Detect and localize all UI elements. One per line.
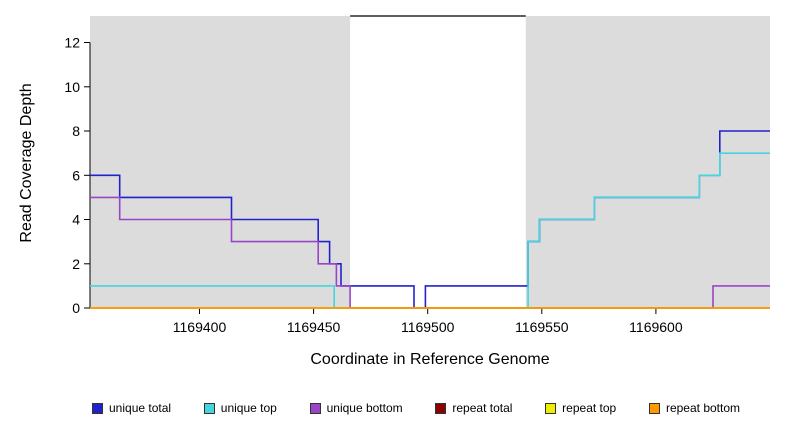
x-axis-title: Coordinate in Reference Genome — [310, 351, 550, 368]
x-tick-label: 1169550 — [515, 319, 569, 335]
x-tick-label: 1169450 — [287, 319, 341, 335]
y-tick-label: 12 — [64, 35, 80, 51]
legend-label: unique total — [109, 401, 172, 415]
y-axis-title: Read Coverage Depth — [18, 83, 35, 243]
legend-swatch — [203, 402, 215, 414]
coverage-chart: 1169400 1169450 1169500 1169550 1169600 0 2 4 6 8… — [64, 15, 770, 335]
legend-item: unique top — [203, 401, 277, 415]
legend-label: unique bottom — [326, 401, 403, 415]
legend-swatch — [545, 402, 557, 414]
y-tick-label: 4 — [72, 212, 80, 228]
shaded-region — [90, 16, 351, 308]
legend-label: repeat top — [562, 401, 617, 415]
x-tick-label: 1169400 — [173, 319, 227, 335]
y-tick-label: 10 — [64, 79, 80, 95]
legend-item: repeat total — [435, 401, 512, 415]
y-tick-label: 0 — [72, 300, 80, 316]
shaded-region — [525, 16, 770, 308]
legend-swatch — [92, 402, 103, 414]
legend-swatch — [648, 402, 660, 414]
legend-swatch — [309, 402, 321, 414]
legend-label: unique top — [220, 401, 277, 415]
x-tick-label: 1169500 — [401, 319, 455, 335]
chart-legend: unique total unique top unique bottom repea… — [92, 401, 740, 415]
legend-label: repeat bottom — [665, 401, 740, 415]
legend-item: repeat bottom — [648, 401, 740, 415]
y-tick-label: 2 — [72, 256, 80, 272]
legend-label: repeat total — [452, 401, 513, 415]
x-tick-label: 1169600 — [629, 319, 683, 335]
legend-item: repeat top — [545, 401, 616, 415]
y-tick-label: 6 — [72, 167, 80, 183]
legend-item: unique total — [92, 401, 171, 415]
legend-swatch — [435, 402, 447, 414]
legend-item: unique bottom — [309, 401, 403, 415]
y-tick-label: 8 — [72, 123, 80, 139]
